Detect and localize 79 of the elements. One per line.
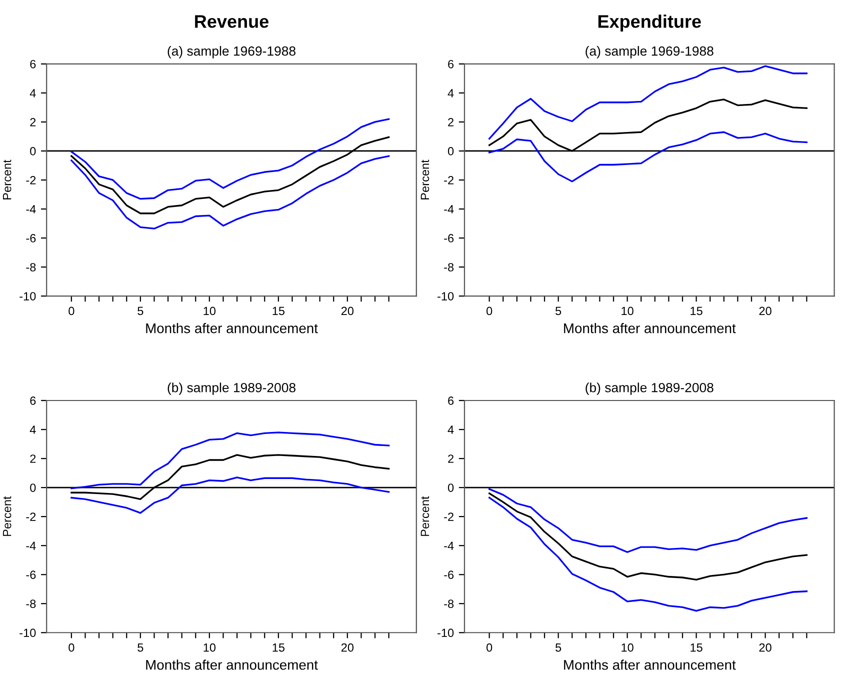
y-tick-label: -10 — [438, 292, 454, 300]
chart-title: Revenue — [195, 15, 269, 28]
x-tick-label: 10 — [204, 306, 216, 316]
x-tick-label: 15 — [272, 306, 284, 316]
y-tick-label: 0 — [448, 484, 454, 492]
y-tick-label: -2 — [26, 176, 36, 184]
x-tick-label: 20 — [341, 306, 354, 316]
y-tick-label: -6 — [26, 234, 36, 242]
chart-subtitle: (a) sample 1969-1988 — [168, 46, 296, 58]
y-axis-title: Percent — [420, 496, 430, 536]
x-tick-label: 15 — [690, 306, 702, 316]
y-tick-label: -6 — [444, 234, 454, 242]
x-tick-label: 10 — [204, 643, 216, 652]
chart-title: Expenditure — [598, 14, 701, 32]
x-tick-label: 5 — [138, 306, 144, 316]
x-tick-label: 10 — [622, 306, 634, 316]
y-tick-label: -8 — [444, 600, 454, 608]
x-tick-label: 20 — [759, 306, 772, 316]
y-tick-label: 2 — [448, 454, 454, 463]
line-series — [70, 118, 390, 200]
y-tick-label: 6 — [448, 60, 454, 68]
y-tick-label: -4 — [26, 542, 36, 550]
x-tick-label: 5 — [138, 643, 144, 652]
x-axis-title: Months after announcement — [146, 660, 318, 670]
line-series — [488, 65, 808, 140]
y-tick-label: -10 — [20, 292, 36, 300]
y-tick-label: -10 — [438, 628, 454, 638]
x-axis-title: Months after announcement — [146, 323, 318, 334]
line-series — [488, 496, 808, 612]
y-tick-label: 6 — [30, 396, 36, 405]
y-tick-label: -10 — [20, 628, 36, 638]
chart-subtitle: (a) sample 1969-1988 — [586, 46, 714, 58]
line-series — [70, 432, 390, 490]
y-tick-label: 4 — [448, 89, 454, 98]
y-tick-label: 4 — [448, 426, 454, 434]
y-tick-label: -4 — [26, 205, 36, 214]
y-tick-label: 6 — [448, 396, 454, 405]
y-tick-label: -4 — [444, 542, 454, 550]
x-tick-label: 15 — [272, 643, 284, 652]
y-tick-label: 2 — [448, 118, 454, 126]
chart-title: (b) sample 1989-2008 — [586, 382, 714, 395]
line-series — [488, 492, 808, 581]
x-tick-label: 20 — [341, 643, 354, 652]
y-tick-label: 6 — [30, 60, 36, 68]
x-tick-label: 0 — [68, 643, 74, 652]
y-tick-label: -2 — [444, 176, 454, 184]
y-tick-label: 0 — [30, 147, 36, 156]
x-axis-title: Months after announcement — [564, 660, 736, 670]
y-tick-label: 2 — [30, 454, 36, 463]
x-tick-label: 0 — [68, 306, 74, 316]
y-tick-label: -8 — [26, 600, 36, 608]
y-tick-label: 0 — [30, 484, 36, 492]
y-tick-label: -2 — [26, 512, 36, 521]
x-tick-label: 10 — [622, 643, 634, 652]
x-tick-label: 5 — [556, 643, 562, 652]
chart-title: (b) sample 1989-2008 — [168, 382, 296, 395]
y-tick-label: -6 — [444, 570, 454, 579]
y-axis-title: Percent — [420, 160, 430, 200]
x-tick-label: 20 — [759, 643, 772, 652]
line-series — [488, 131, 808, 182]
y-tick-label: 4 — [30, 89, 36, 98]
x-tick-label: 15 — [690, 643, 702, 652]
y-tick-label: -6 — [26, 570, 36, 579]
y-tick-label: -4 — [444, 205, 454, 214]
y-axis-title: Percent — [2, 160, 12, 200]
y-tick-label: -8 — [444, 263, 454, 272]
y-tick-label: -8 — [26, 263, 36, 272]
x-tick-label: 5 — [556, 306, 562, 316]
line-series — [488, 488, 808, 553]
y-tick-label: 4 — [30, 426, 36, 434]
y-tick-label: 0 — [448, 147, 454, 156]
y-tick-label: 2 — [30, 118, 36, 126]
y-tick-label: -2 — [444, 512, 454, 521]
x-tick-label: 0 — [486, 306, 492, 316]
y-axis-title: Percent — [2, 496, 12, 536]
line-series — [70, 476, 390, 514]
line-series — [70, 155, 390, 230]
x-tick-label: 0 — [486, 643, 492, 652]
x-axis-title: Months after announcement — [564, 323, 736, 334]
